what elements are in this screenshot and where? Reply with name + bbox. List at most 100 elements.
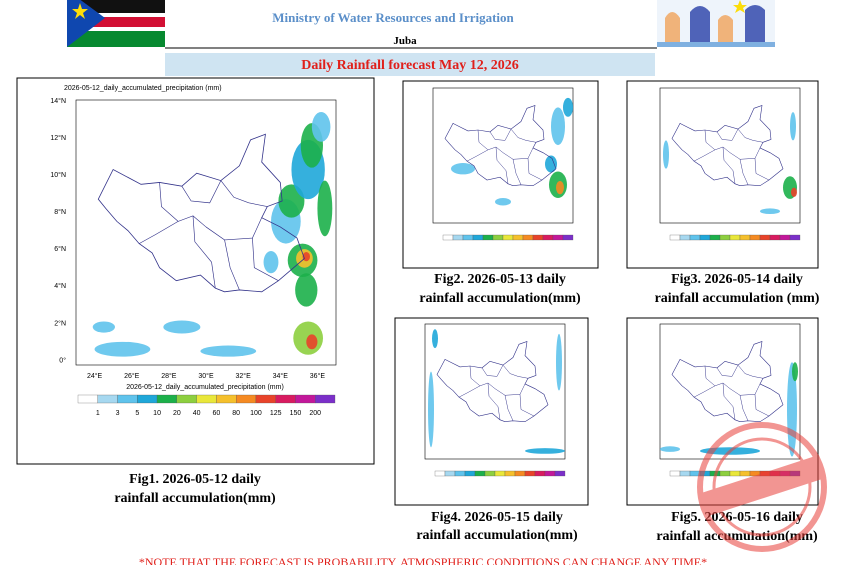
colorbar-cell [532,234,544,241]
colorbar-label: 60 [212,410,220,417]
caption: rainfall accumulation(mm) [416,528,578,543]
colorbar-cell [137,394,158,404]
colorbar-label: 125 [270,410,282,417]
caption: rainfall accumulation(mm) [419,291,581,306]
ministry: Ministry of Water Resources and Irrigati… [272,10,514,25]
state-border [716,364,739,377]
rain-patch [791,187,797,198]
rain-patch [451,163,475,175]
caption: Fig1. 2026-05-12 daily [129,472,261,487]
banner-title: Daily Rainfall forecast May 12, 2026 [301,58,519,73]
rain-patch [792,362,798,382]
rain-patch [790,112,796,141]
rain-patch [306,334,318,350]
rain-patch [94,341,151,357]
colorbar-cell [522,234,534,241]
x-tick-label: 36°E [310,372,326,380]
state-border [693,385,716,398]
state-border [205,217,263,241]
colorbar-cell [452,234,464,241]
x-tick-label: 30°E [198,372,214,380]
rain-patch [428,371,434,448]
country-outline [444,105,557,187]
colorbar-label: 5 [135,410,139,417]
x-tick-label: 28°E [161,372,177,380]
small-map [424,323,566,477]
colorbar-cell [769,234,781,241]
colorbar-cell [524,470,536,477]
colorbar-cell [236,394,257,404]
state-border [192,215,216,289]
rain-patch [563,97,573,117]
colorbar-cell [729,234,741,241]
caption: Fig2. 2026-05-13 daily [434,272,566,287]
colorbar-label: 10 [153,410,161,417]
colorbar-title: 2026-05-12_daily_accumulated_precipitati… [126,384,284,391]
state-border [502,364,529,379]
colorbar-cell [255,394,276,404]
state-border [722,382,736,420]
map-area [424,323,566,460]
y-tick-label: 2°N [54,319,66,327]
state-border [510,128,537,143]
colorbar-cell [562,234,574,241]
rain-patch [163,320,201,334]
colorbar-cell [97,394,118,404]
y-tick-label: 4°N [54,282,66,290]
colorbar-cell [196,394,217,404]
logo [657,0,775,47]
state-border [224,239,240,291]
colorbar-cell [216,394,237,404]
y-tick-label: 10°N [50,171,66,179]
state-border [729,147,761,160]
colorbar-cell [719,234,731,241]
colorbar-cell [482,234,494,241]
state-border [737,128,764,143]
state-border [729,383,761,396]
state-border [754,158,770,181]
state-border [494,383,526,396]
rain-patch [660,446,680,452]
colorbar-cell [512,234,524,241]
state-border [527,158,543,181]
state-border [693,149,716,162]
note: *NOTE THAT THE FORECAST IS PROBABILITY, … [139,555,707,565]
colorbar-cell [484,470,496,477]
colorbar-cell [699,234,711,241]
state-border [519,394,535,417]
colorbar-cell [719,470,731,477]
x-tick-label: 24°E [87,372,103,380]
map-title: 2026-05-12_daily_accumulated_precipitati… [64,85,222,92]
y-tick-label: 12°N [50,134,66,142]
colorbar-cell [462,234,474,241]
rain-patch [263,251,279,274]
colorbar-cell [504,470,516,477]
colorbar-label: 3 [116,410,120,417]
colorbar-cell [739,234,751,241]
colorbar-cell [709,234,721,241]
colorbar-label: 40 [193,410,201,417]
x-tick-label: 26°E [124,372,140,380]
colorbar-cell [679,470,691,477]
country-outline [436,341,549,423]
state-border [504,395,514,421]
colorbar-cell [552,234,564,241]
state-border [754,394,770,417]
colorbar-label: 80 [232,410,240,417]
colorbar-cell [494,470,506,477]
colorbar-cell [117,394,138,404]
state-border [737,364,764,379]
colorbar-cell [275,394,296,404]
colorbar-cell [789,234,801,241]
state-border [502,147,534,160]
rain-patch [432,329,438,349]
colorbar-label: 100 [250,410,262,417]
rain-patch [295,273,318,307]
state-border [466,149,489,162]
rain-patch [495,197,511,206]
colorbar-cell [779,234,791,241]
colorbar-cell [542,234,554,241]
colorbar-cell [514,470,526,477]
caption: Fig3. 2026-05-14 daily [671,272,803,287]
colorbar-cell [444,470,456,477]
